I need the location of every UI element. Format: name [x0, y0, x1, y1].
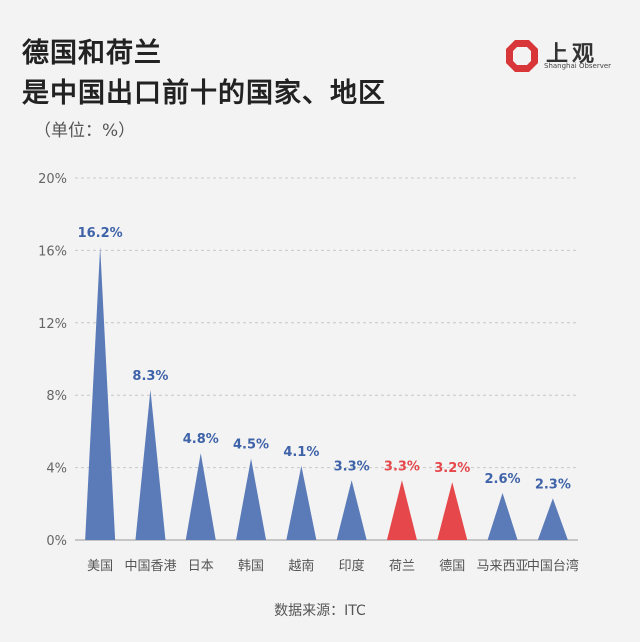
bar — [185, 453, 216, 540]
bar — [487, 492, 518, 540]
value-label: 4.5% — [233, 438, 269, 453]
x-tick-label: 日本 — [188, 559, 214, 574]
y-tick-label: 4% — [46, 462, 67, 477]
bar — [236, 458, 267, 540]
bar — [85, 246, 116, 540]
value-label: 8.3% — [132, 369, 168, 384]
title-line-2: 是中国出口前十的国家、地区 — [22, 78, 386, 109]
x-tick-label: 美国 — [87, 559, 113, 574]
x-tick-label: 德国 — [439, 559, 465, 574]
bar — [437, 482, 468, 540]
x-tick-label: 中国香港 — [124, 559, 176, 574]
value-label: 4.1% — [283, 445, 319, 460]
x-tick-label: 荷兰 — [389, 559, 415, 574]
bar — [286, 465, 317, 540]
x-tick-label: 韩国 — [238, 559, 264, 574]
bar — [336, 480, 367, 540]
y-tick-label: 8% — [46, 389, 67, 404]
data-source: 数据来源：ITC — [274, 603, 366, 619]
y-tick-label: 12% — [38, 317, 67, 332]
x-tick-label: 越南 — [288, 558, 314, 574]
x-tick-label: 印度 — [339, 558, 365, 574]
value-label: 4.8% — [183, 432, 219, 447]
bar — [537, 498, 568, 540]
value-label: 2.3% — [535, 477, 571, 492]
bars — [85, 246, 568, 540]
bar-chart: 0% 4% 8% 12% 16% 20% 16.2% 8.3% 4.8% 4.5% 4.1% 3.3… — [38, 172, 579, 574]
octagon-logo-icon — [506, 40, 538, 72]
x-tick-label: 马来西亚 — [477, 559, 529, 574]
bar — [135, 389, 166, 540]
title-line-1: 德国和荷兰 — [22, 38, 162, 69]
value-label: 3.3% — [334, 459, 370, 474]
logo: 上观 Shanghai Observer — [504, 36, 614, 76]
unit-label: （单位：%） — [34, 121, 136, 141]
value-labels: 16.2% 8.3% 4.8% 4.5% 4.1% 3.3% 3.3% 3.2% 2.6% 2.3… — [78, 226, 571, 493]
bar — [386, 480, 417, 540]
value-label: 3.2% — [434, 461, 470, 476]
y-tick-label: 20% — [38, 172, 67, 187]
value-label: 3.3% — [384, 459, 420, 474]
chart-title: 德国和荷兰 是中国出口前十的国家、地区 — [22, 34, 386, 114]
value-label: 16.2% — [78, 226, 123, 241]
x-tick-label: 中国台湾 — [527, 558, 579, 574]
y-tick-label: 0% — [46, 534, 67, 549]
y-tick-label: 16% — [38, 244, 67, 259]
logo-subtitle: Shanghai Observer — [544, 62, 612, 70]
value-label: 2.6% — [485, 472, 521, 487]
y-axis: 0% 4% 8% 12% 16% 20% — [38, 172, 67, 549]
logo-name: 上观 — [546, 42, 599, 67]
